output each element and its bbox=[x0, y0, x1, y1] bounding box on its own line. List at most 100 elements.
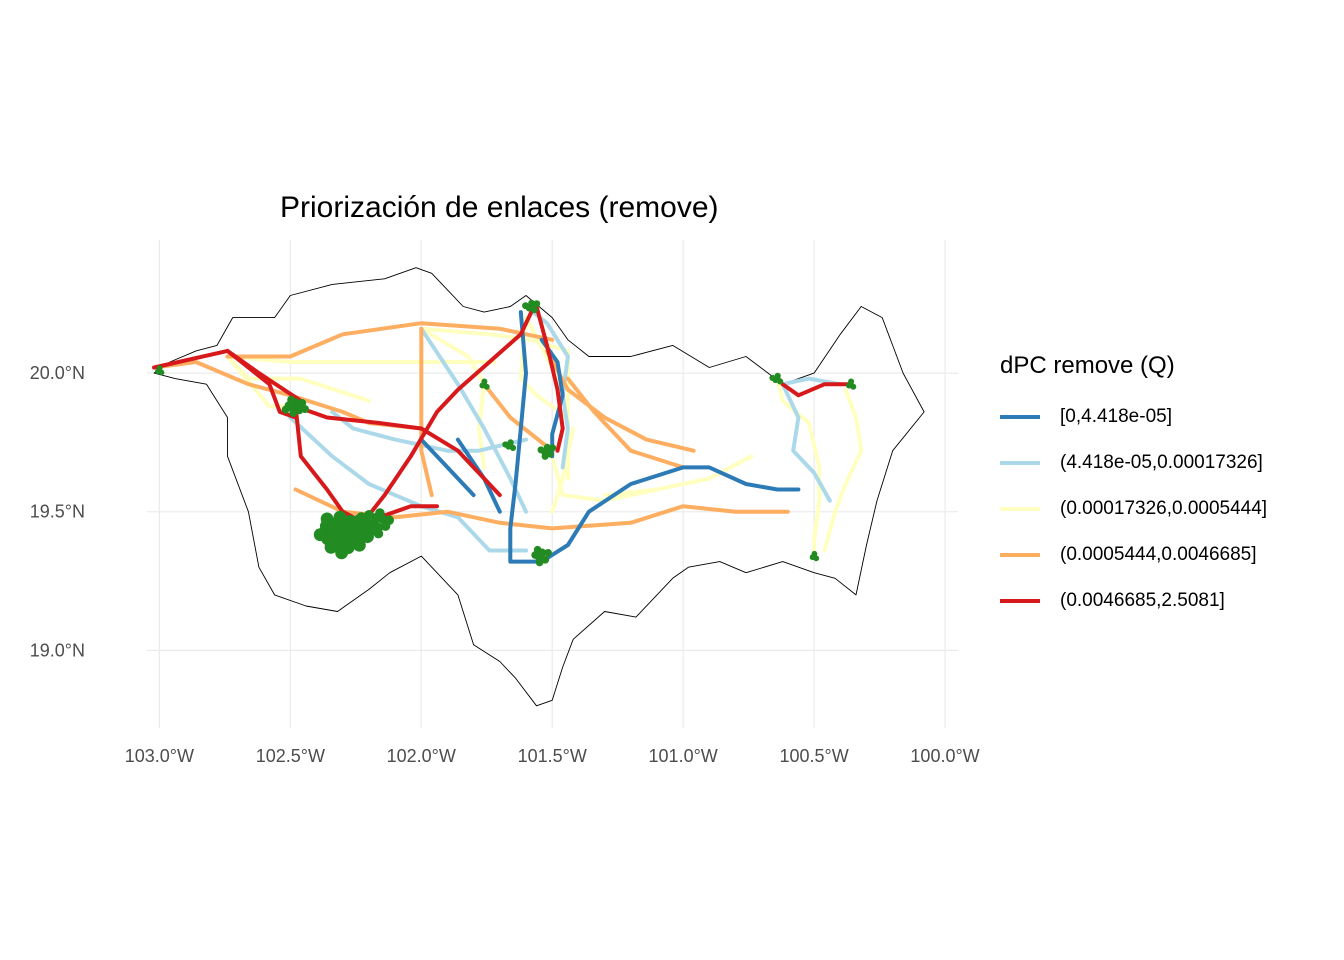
habitat-patch-10 bbox=[846, 378, 857, 390]
legend-item-class-3: (0.0005444,0.0046685] bbox=[1000, 532, 1267, 578]
legend-item-class-1: (4.418e-05,0.00017326] bbox=[1000, 440, 1267, 486]
link-class-2-11 bbox=[602, 454, 754, 498]
region-boundary-layer bbox=[153, 267, 925, 707]
habitat-patch-blob bbox=[356, 512, 367, 522]
connectivity-links-layer bbox=[152, 304, 864, 564]
link-class-2-10 bbox=[822, 387, 864, 553]
legend-key-class-1 bbox=[1000, 461, 1040, 465]
habitat-patch-blob bbox=[287, 395, 296, 404]
habitat-patch-blob bbox=[483, 383, 490, 390]
legend-title: dPC remove (Q) bbox=[1000, 352, 1175, 379]
habitat-patch-blob bbox=[777, 378, 784, 385]
legend-label-class-3: (0.0005444,0.0046685] bbox=[1060, 544, 1257, 565]
habitat-patch-blob bbox=[364, 510, 374, 520]
x-tick-label: 103.0°W bbox=[125, 746, 194, 766]
habitat-patch-6 bbox=[502, 439, 517, 451]
habitat-patch-blob bbox=[537, 446, 545, 454]
habitat-patch-blob bbox=[541, 556, 550, 564]
habitat-patch-blob bbox=[769, 374, 776, 381]
link-class-3-5 bbox=[482, 382, 555, 453]
habitat-patches-layer bbox=[155, 299, 857, 567]
legend-item-class-2: (0.00017326,0.0005444] bbox=[1000, 486, 1267, 532]
link-class-4-3 bbox=[293, 404, 502, 498]
link-class-3-1 bbox=[225, 321, 555, 359]
habitat-patch-7 bbox=[537, 443, 557, 460]
habitat-patch-blob bbox=[313, 528, 327, 542]
x-tick-label: 100.0°W bbox=[910, 746, 979, 766]
habitat-patch-blob bbox=[301, 405, 309, 414]
x-tick-label: 102.5°W bbox=[256, 746, 325, 766]
link-class-2-7 bbox=[550, 454, 659, 503]
legend-item-class-4: (0.0046685,2.5081] bbox=[1000, 578, 1267, 624]
habitat-patch-blob bbox=[357, 521, 368, 532]
habitat-patch-blob bbox=[509, 444, 517, 451]
y-tick-label: 20.0°N bbox=[30, 363, 85, 383]
habitat-patch-blob bbox=[848, 378, 855, 385]
habitat-patch-blob bbox=[502, 441, 509, 448]
habitat-patch-blob bbox=[811, 550, 818, 557]
link-class-1-4 bbox=[780, 382, 832, 503]
habitat-patch-blob bbox=[320, 512, 334, 526]
link-class-1-2 bbox=[419, 326, 528, 514]
habitat-patch-blob bbox=[541, 452, 549, 460]
habitat-patch-3 bbox=[356, 508, 395, 539]
habitat-patch-blob bbox=[481, 378, 488, 385]
region-boundary bbox=[153, 267, 925, 707]
habitat-patch-blob bbox=[373, 528, 384, 539]
habitat-patch-blob bbox=[528, 299, 535, 307]
legend: dPC remove (Q) [0,4.418e-05] (4.418e-05,… bbox=[1000, 348, 1267, 624]
habitat-patch-blob bbox=[289, 409, 298, 418]
habitat-patch-0 bbox=[155, 365, 165, 376]
legend-label-class-2: (0.00017326,0.0005444] bbox=[1060, 498, 1268, 519]
legend-label-class-4: (0.0046685,2.5081] bbox=[1060, 590, 1225, 611]
habitat-patch-blob bbox=[531, 306, 538, 314]
habitat-patch-blob bbox=[549, 444, 557, 452]
habitat-patch-blob bbox=[850, 383, 857, 390]
link-class-3-6 bbox=[565, 376, 686, 470]
x-tick-label: 102.0°W bbox=[387, 746, 456, 766]
link-class-4-1 bbox=[225, 348, 298, 420]
habitat-patch-11 bbox=[809, 550, 820, 562]
habitat-patch-1 bbox=[281, 395, 309, 418]
habitat-patch-4 bbox=[522, 299, 541, 314]
habitat-patch-blob bbox=[543, 443, 551, 451]
habitat-patch-blob bbox=[535, 558, 544, 567]
legend-key-class-3 bbox=[1000, 553, 1040, 557]
y-tick-label: 19.0°N bbox=[30, 640, 85, 660]
habitat-patch-blob bbox=[281, 405, 290, 414]
habitat-patch-blob bbox=[335, 546, 348, 560]
habitat-patch-9 bbox=[769, 372, 784, 385]
link-class-0-0 bbox=[508, 310, 801, 564]
habitat-patch-5 bbox=[479, 378, 490, 390]
y-axis: 20.0°N 19.5°N 19.0°N bbox=[30, 363, 85, 660]
link-class-3-0 bbox=[152, 360, 424, 431]
habitat-patch-blob bbox=[343, 515, 357, 528]
x-tick-label: 101.5°W bbox=[518, 746, 587, 766]
link-class-4-4 bbox=[356, 310, 534, 531]
x-axis: 103.0°W 102.5°W 102.0°W 101.5°W 101.0°W 100.5… bbox=[125, 746, 980, 766]
legend-label-class-1: (4.418e-05,0.00017326] bbox=[1060, 452, 1263, 473]
plot-title: Priorización de enlaces (remove) bbox=[280, 191, 719, 224]
link-class-2-8 bbox=[550, 426, 576, 514]
link-class-3-4 bbox=[419, 326, 434, 498]
link-class-2-3 bbox=[419, 326, 570, 420]
link-class-0-1 bbox=[419, 437, 476, 498]
legend-label-class-0: [0,4.418e-05] bbox=[1060, 406, 1172, 427]
habitat-patch-blob bbox=[333, 510, 347, 524]
habitat-patch-blob bbox=[375, 508, 385, 518]
link-class-4-6 bbox=[780, 382, 853, 398]
legend-item-class-0: [0,4.418e-05] bbox=[1000, 394, 1267, 440]
habitat-patch-8 bbox=[531, 545, 552, 567]
habitat-patch-blob bbox=[384, 515, 395, 525]
graticule-grid bbox=[147, 240, 958, 728]
link-class-1-3 bbox=[524, 304, 570, 470]
x-tick-label: 100.5°W bbox=[779, 746, 848, 766]
habitat-patch-blob bbox=[158, 369, 165, 376]
legend-key-class-0 bbox=[1000, 415, 1040, 419]
habitat-patch-blob bbox=[522, 302, 529, 310]
habitat-patch-blob bbox=[533, 545, 542, 554]
legend-key-class-2 bbox=[1000, 507, 1040, 511]
x-tick-label: 101.0°W bbox=[649, 746, 718, 766]
habitat-patch-2 bbox=[313, 510, 374, 560]
habitat-patch-blob bbox=[544, 549, 552, 557]
